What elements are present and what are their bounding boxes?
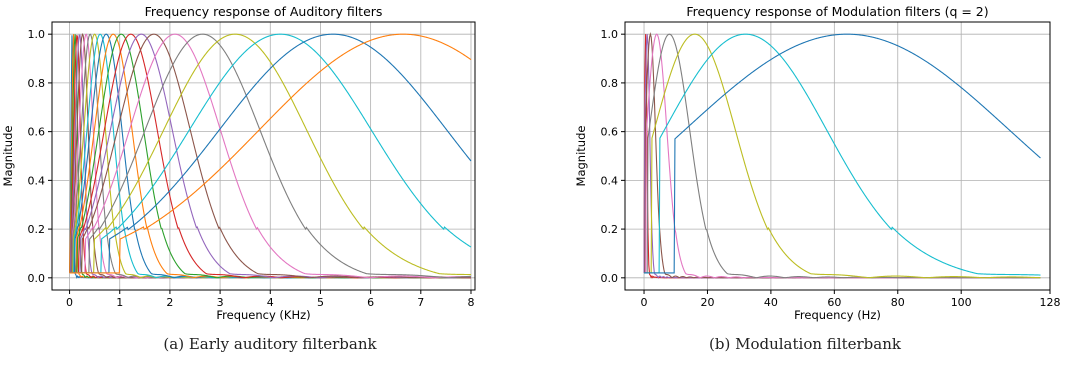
filter-response-line xyxy=(644,33,1041,276)
filter-response-line xyxy=(644,33,1041,279)
x-tick-label: 8 xyxy=(467,296,474,309)
filter-response-line xyxy=(69,33,471,279)
x-tick-label: 2 xyxy=(166,296,173,309)
x-tick-label: 0 xyxy=(66,296,73,309)
x-axis-label: Frequency (Hz) xyxy=(794,308,881,322)
series-group xyxy=(69,32,472,279)
plot-frame xyxy=(51,21,476,291)
x-axis-label: Frequency (KHz) xyxy=(216,308,310,322)
x-tick-label: 0 xyxy=(641,296,648,309)
filter-response-line xyxy=(643,34,1041,279)
x-tick-label: 6 xyxy=(367,296,374,309)
caption-modulation: (b) Modulation filterbank xyxy=(709,335,901,353)
plot-frame xyxy=(624,21,1051,291)
filter-response-line xyxy=(69,33,472,274)
chart-panel-auditory: 0 1 2 3 4 5 6 7 8 0.0 0.2 0.4 0.6 0.8 1.0 Frequency res… xyxy=(1,4,476,322)
x-tick-label: 20 xyxy=(700,296,714,309)
modulation-filters-chart: 0 20 40 60 80 100 128 0.0 0.2 0.4 0.6 0.8 1.0 Frequen… xyxy=(574,4,1061,322)
y-tick-label: 1.0 xyxy=(28,28,46,41)
y-tick-label: 0.6 xyxy=(601,126,619,139)
filter-response-line xyxy=(644,32,1041,279)
y-tick-label: 1.0 xyxy=(601,28,619,41)
x-tick-label: 1 xyxy=(116,296,123,309)
x-tick-label: 3 xyxy=(217,296,224,309)
chart-title: Frequency response of Auditory filters xyxy=(145,4,383,19)
y-tick-label: 0.6 xyxy=(28,126,46,139)
y-tick-label: 0.4 xyxy=(28,174,46,187)
y-tick-label: 0.0 xyxy=(28,272,46,285)
y-axis-label: Magnitude xyxy=(1,126,15,187)
filter-response-line xyxy=(69,33,472,274)
y-tick-label: 0.8 xyxy=(28,77,46,90)
y-axis-label: Magnitude xyxy=(574,126,588,187)
filter-response-line xyxy=(643,34,1041,279)
x-tick-label: 128 xyxy=(1040,296,1061,309)
filter-response-line xyxy=(69,33,472,279)
y-tick-label: 0.0 xyxy=(601,272,619,285)
x-tick-label: 7 xyxy=(417,296,424,309)
y-tick-label: 0.4 xyxy=(601,174,619,187)
x-tick-label: 100 xyxy=(951,296,972,309)
y-tick-label: 0.2 xyxy=(28,223,46,236)
x-tick-label: 40 xyxy=(764,296,778,309)
filter-response-line xyxy=(69,33,471,276)
filter-response-line xyxy=(69,33,472,274)
x-tick-label: 60 xyxy=(827,296,841,309)
y-tick-label: 0.8 xyxy=(601,77,619,90)
filter-response-line xyxy=(644,33,1041,279)
filter-response-line xyxy=(644,33,1041,279)
filter-response-line xyxy=(69,33,472,279)
filter-response-line xyxy=(644,33,1041,274)
chart-title: Frequency response of Modulation filters… xyxy=(686,4,988,19)
auditory-filters-chart: 0 1 2 3 4 5 6 7 8 0.0 0.2 0.4 0.6 0.8 1.0 Frequency res… xyxy=(1,4,476,322)
caption-auditory: (a) Early auditory filterbank xyxy=(163,335,377,353)
chart-panel-modulation: 0 20 40 60 80 100 128 0.0 0.2 0.4 0.6 0.8 1.0 Frequen… xyxy=(534,0,1067,367)
x-tick-label: 4 xyxy=(267,296,274,309)
series-group xyxy=(643,32,1041,279)
y-tick-label: 0.2 xyxy=(601,223,619,236)
x-tick-label: 80 xyxy=(891,296,905,309)
x-tick-label: 5 xyxy=(317,296,324,309)
